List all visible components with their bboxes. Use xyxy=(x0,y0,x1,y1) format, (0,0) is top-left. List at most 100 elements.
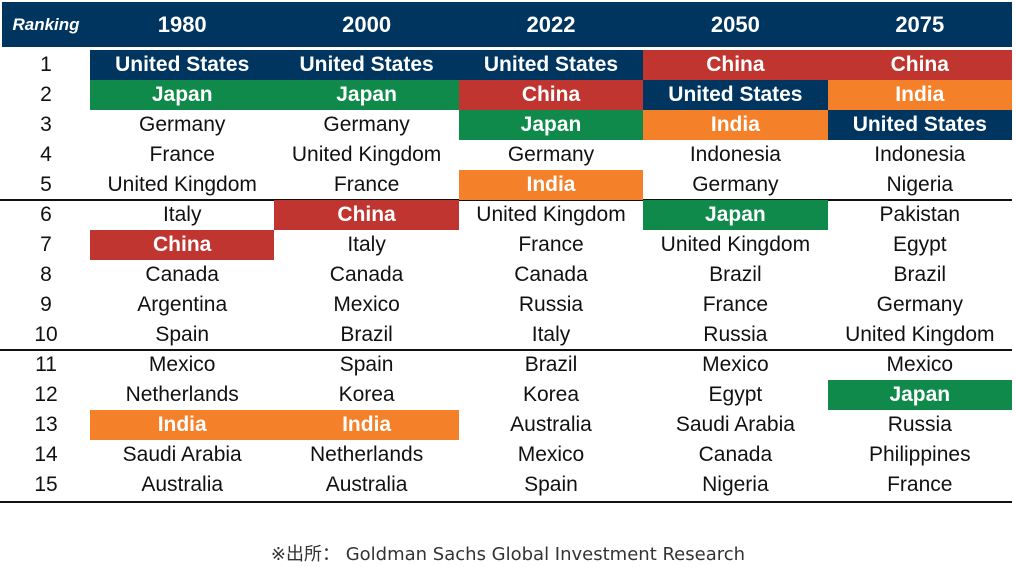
table-cell: Indonesia xyxy=(689,143,781,166)
separator-line xyxy=(0,349,1012,351)
table-cell: Italy xyxy=(531,323,571,346)
table-cell: France xyxy=(887,473,953,496)
table-cell: France xyxy=(149,143,215,166)
table-cell: Mexico xyxy=(886,353,954,376)
table-cell: China xyxy=(274,200,459,230)
rank-label: 12 xyxy=(34,383,58,406)
table-cell: Mexico xyxy=(517,443,585,466)
header-year-1980: 1980 xyxy=(157,12,207,37)
rank-label: 11 xyxy=(35,353,57,376)
table-cell: United States xyxy=(274,50,459,80)
table-cell: Korea xyxy=(522,383,580,406)
table-cell: Nigeria xyxy=(886,173,954,196)
rank-label: 8 xyxy=(40,263,52,286)
table-cell: Brazil xyxy=(340,323,393,346)
table-cell: India xyxy=(274,410,459,440)
table-cell: United Kingdom xyxy=(291,143,442,166)
table-cell: United Kingdom xyxy=(476,203,626,226)
table-cell: Japan xyxy=(458,110,644,140)
table-cell: Spain xyxy=(339,353,394,376)
table-cell: United Kingdom xyxy=(660,233,811,256)
table-cell: Indonesia xyxy=(874,143,966,166)
table-cell: Pakistan xyxy=(879,203,961,226)
table-cell: Italy xyxy=(162,203,202,226)
table-cell: Brazil xyxy=(524,353,578,376)
table-cell: Russia xyxy=(887,413,952,436)
table-cell: Germany xyxy=(692,173,779,196)
table-cell: Germany xyxy=(876,293,963,316)
rank-label: 13 xyxy=(34,413,58,436)
rank-label: 2 xyxy=(40,83,52,106)
header-year-2022: 2022 xyxy=(526,12,576,37)
table-cell: Australia xyxy=(141,473,224,496)
rank-label: 6 xyxy=(40,203,52,226)
separator-line xyxy=(0,199,1012,201)
table-cell: France xyxy=(702,293,769,316)
table-cell: Argentina xyxy=(137,293,228,316)
table-cell: Nigeria xyxy=(702,473,769,496)
table-cell: China xyxy=(458,80,644,110)
table-cell: Korea xyxy=(338,383,395,406)
table-cell: Brazil xyxy=(893,263,947,286)
table-cell: India xyxy=(643,110,828,140)
table-cell: Australia xyxy=(325,473,408,496)
table-cell: Philippines xyxy=(869,443,971,466)
rank-label: 9 xyxy=(40,293,52,316)
table-cell: Italy xyxy=(347,233,386,256)
table-cell: France xyxy=(518,233,584,256)
rank-label: 7 xyxy=(40,233,52,256)
table-cell: Russia xyxy=(703,323,768,346)
table-cell: Canada xyxy=(329,263,404,286)
table-cell: United Kingdom xyxy=(107,173,257,196)
table-cell: Netherlands xyxy=(309,443,424,466)
header-row xyxy=(2,2,1012,47)
table-cell: India xyxy=(458,170,644,200)
table-cell: Japan xyxy=(643,200,828,230)
table-cell: Egypt xyxy=(892,233,947,256)
rank-label: 14 xyxy=(34,443,58,466)
table-cell: Mexico xyxy=(702,353,769,376)
table-cell: Japan xyxy=(274,80,459,110)
table-cell: United States xyxy=(458,50,644,80)
table-cell: Canada xyxy=(698,443,773,466)
source-note: ※出所： Goldman Sachs Global Investment Res… xyxy=(270,544,746,565)
table-cell: Australia xyxy=(510,413,592,436)
table-cell: Saudi Arabia xyxy=(122,443,242,466)
separator-line xyxy=(0,501,1012,503)
table-cell: France xyxy=(333,173,400,196)
table-cell: United States xyxy=(827,110,1012,140)
table-cell: Netherlands xyxy=(125,383,239,406)
header-year-2000: 2000 xyxy=(342,12,392,37)
table-cell: Brazil xyxy=(709,263,762,286)
rank-label: 3 xyxy=(40,113,52,136)
table-cell: Canada xyxy=(145,263,219,286)
header-year-2075: 2075 xyxy=(895,12,945,37)
table-cell: Mexico xyxy=(333,293,400,316)
table-cell: United States xyxy=(90,50,275,80)
rank-label: 1 xyxy=(40,53,52,76)
table-cell: Germany xyxy=(323,113,410,136)
table-cell: Russia xyxy=(518,293,584,316)
rank-label: 15 xyxy=(34,473,58,496)
table-cell: Japan xyxy=(827,380,1012,410)
table-cell: United Kingdom xyxy=(845,323,995,346)
table-cell: India xyxy=(90,410,275,440)
table-cell: Germany xyxy=(507,143,595,166)
table-cell: Canada xyxy=(514,263,588,286)
rank-label: 5 xyxy=(40,173,52,196)
table-cell: Japan xyxy=(90,80,275,110)
table-cell: Egypt xyxy=(708,383,763,406)
table-cell: Mexico xyxy=(148,353,216,376)
header-ranking: Ranking xyxy=(12,15,80,34)
table-cell: Spain xyxy=(524,473,578,496)
header-year-2050: 2050 xyxy=(710,12,760,37)
table-cell: Spain xyxy=(155,323,210,346)
table-cell: Saudi Arabia xyxy=(675,413,795,436)
table-cell: China xyxy=(643,50,828,80)
table-cell: India xyxy=(827,80,1012,110)
rank-label: 10 xyxy=(34,323,58,346)
rank-label: 4 xyxy=(40,143,52,166)
table-cell: United States xyxy=(643,80,828,110)
table-cell: Germany xyxy=(139,113,226,136)
table-cell: China xyxy=(90,230,275,260)
